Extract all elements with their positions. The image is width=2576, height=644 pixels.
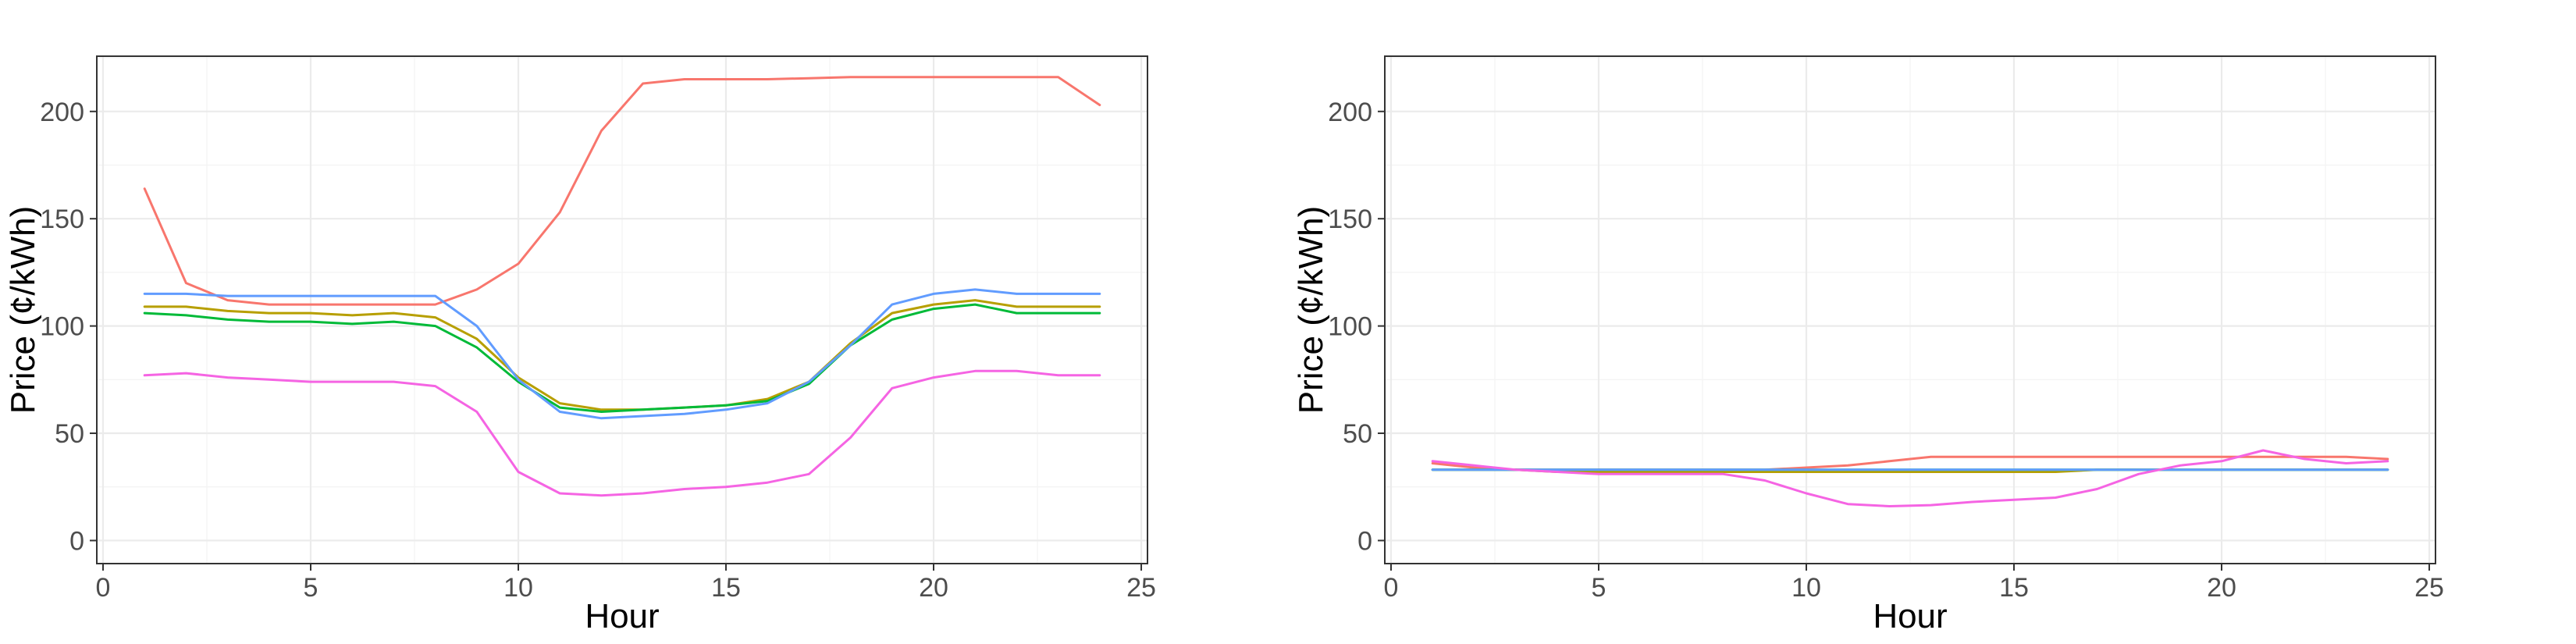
series-line-5 bbox=[1431, 449, 2389, 507]
x-tick-label: 5 bbox=[1592, 573, 1606, 603]
grid bbox=[1385, 56, 2435, 564]
x-tick-label: 20 bbox=[2207, 573, 2236, 603]
x-tick-label: 10 bbox=[1791, 573, 1821, 603]
y-tick-label: 200 bbox=[1328, 98, 1372, 127]
x-tick-label: 25 bbox=[2414, 573, 2444, 603]
y-tick-label: 150 bbox=[40, 205, 84, 234]
x-axis-title: Hour bbox=[585, 597, 659, 635]
x-tick-label: 0 bbox=[1384, 573, 1399, 603]
grid bbox=[97, 56, 1147, 564]
x-axis-title: Hour bbox=[1873, 597, 1947, 635]
axes: 0 5 10 15 20 25 0 50 100 150 200 bbox=[40, 98, 1156, 603]
line-chart-right: 0 5 10 15 20 25 0 50 100 150 200 Hour Price (¢/kWh… bbox=[1292, 55, 2444, 635]
y-axis-title: Price (¢/kWh) bbox=[4, 206, 42, 414]
y-tick-label: 100 bbox=[1328, 312, 1372, 342]
y-tick-label: 50 bbox=[55, 419, 84, 449]
x-tick-label: 15 bbox=[711, 573, 741, 603]
y-tick-label: 0 bbox=[1357, 526, 1372, 556]
x-tick-label: 15 bbox=[1999, 573, 2029, 603]
series-group bbox=[1431, 449, 2389, 507]
series-line-1 bbox=[143, 76, 1101, 306]
y-tick-label: 100 bbox=[40, 312, 84, 342]
y-tick-label: 50 bbox=[1343, 419, 1372, 449]
x-tick-label: 10 bbox=[503, 573, 533, 603]
plot-frame bbox=[96, 55, 1148, 564]
series-line-3 bbox=[143, 303, 1101, 413]
y-tick-label: 0 bbox=[69, 526, 84, 556]
line-chart-left: 0 5 10 15 20 25 0 50 100 150 200 Hour Price (¢/kWh… bbox=[4, 55, 1156, 635]
x-tick-label: 5 bbox=[304, 573, 318, 603]
chart-panel-right: 0 5 10 15 20 25 0 50 100 150 200 Hour Price (¢/kWh… bbox=[1288, 0, 2576, 644]
y-axis-title: Price (¢/kWh) bbox=[1292, 206, 1330, 414]
series-line-4 bbox=[143, 288, 1101, 420]
x-tick-label: 20 bbox=[919, 573, 948, 603]
plot-frame bbox=[1384, 55, 2436, 564]
series-line-5 bbox=[143, 369, 1101, 497]
chart-panel-left: 0 5 10 15 20 25 0 50 100 150 200 Hour Price (¢/kWh… bbox=[4, 55, 1156, 635]
y-tick-label: 200 bbox=[40, 98, 84, 127]
x-tick-label: 25 bbox=[1126, 573, 1156, 603]
axes: 0 5 10 15 20 25 0 50 100 150 200 bbox=[1328, 98, 2444, 603]
y-tick-label: 150 bbox=[1328, 205, 1372, 234]
x-tick-label: 0 bbox=[96, 573, 111, 603]
series-group bbox=[143, 76, 1101, 497]
